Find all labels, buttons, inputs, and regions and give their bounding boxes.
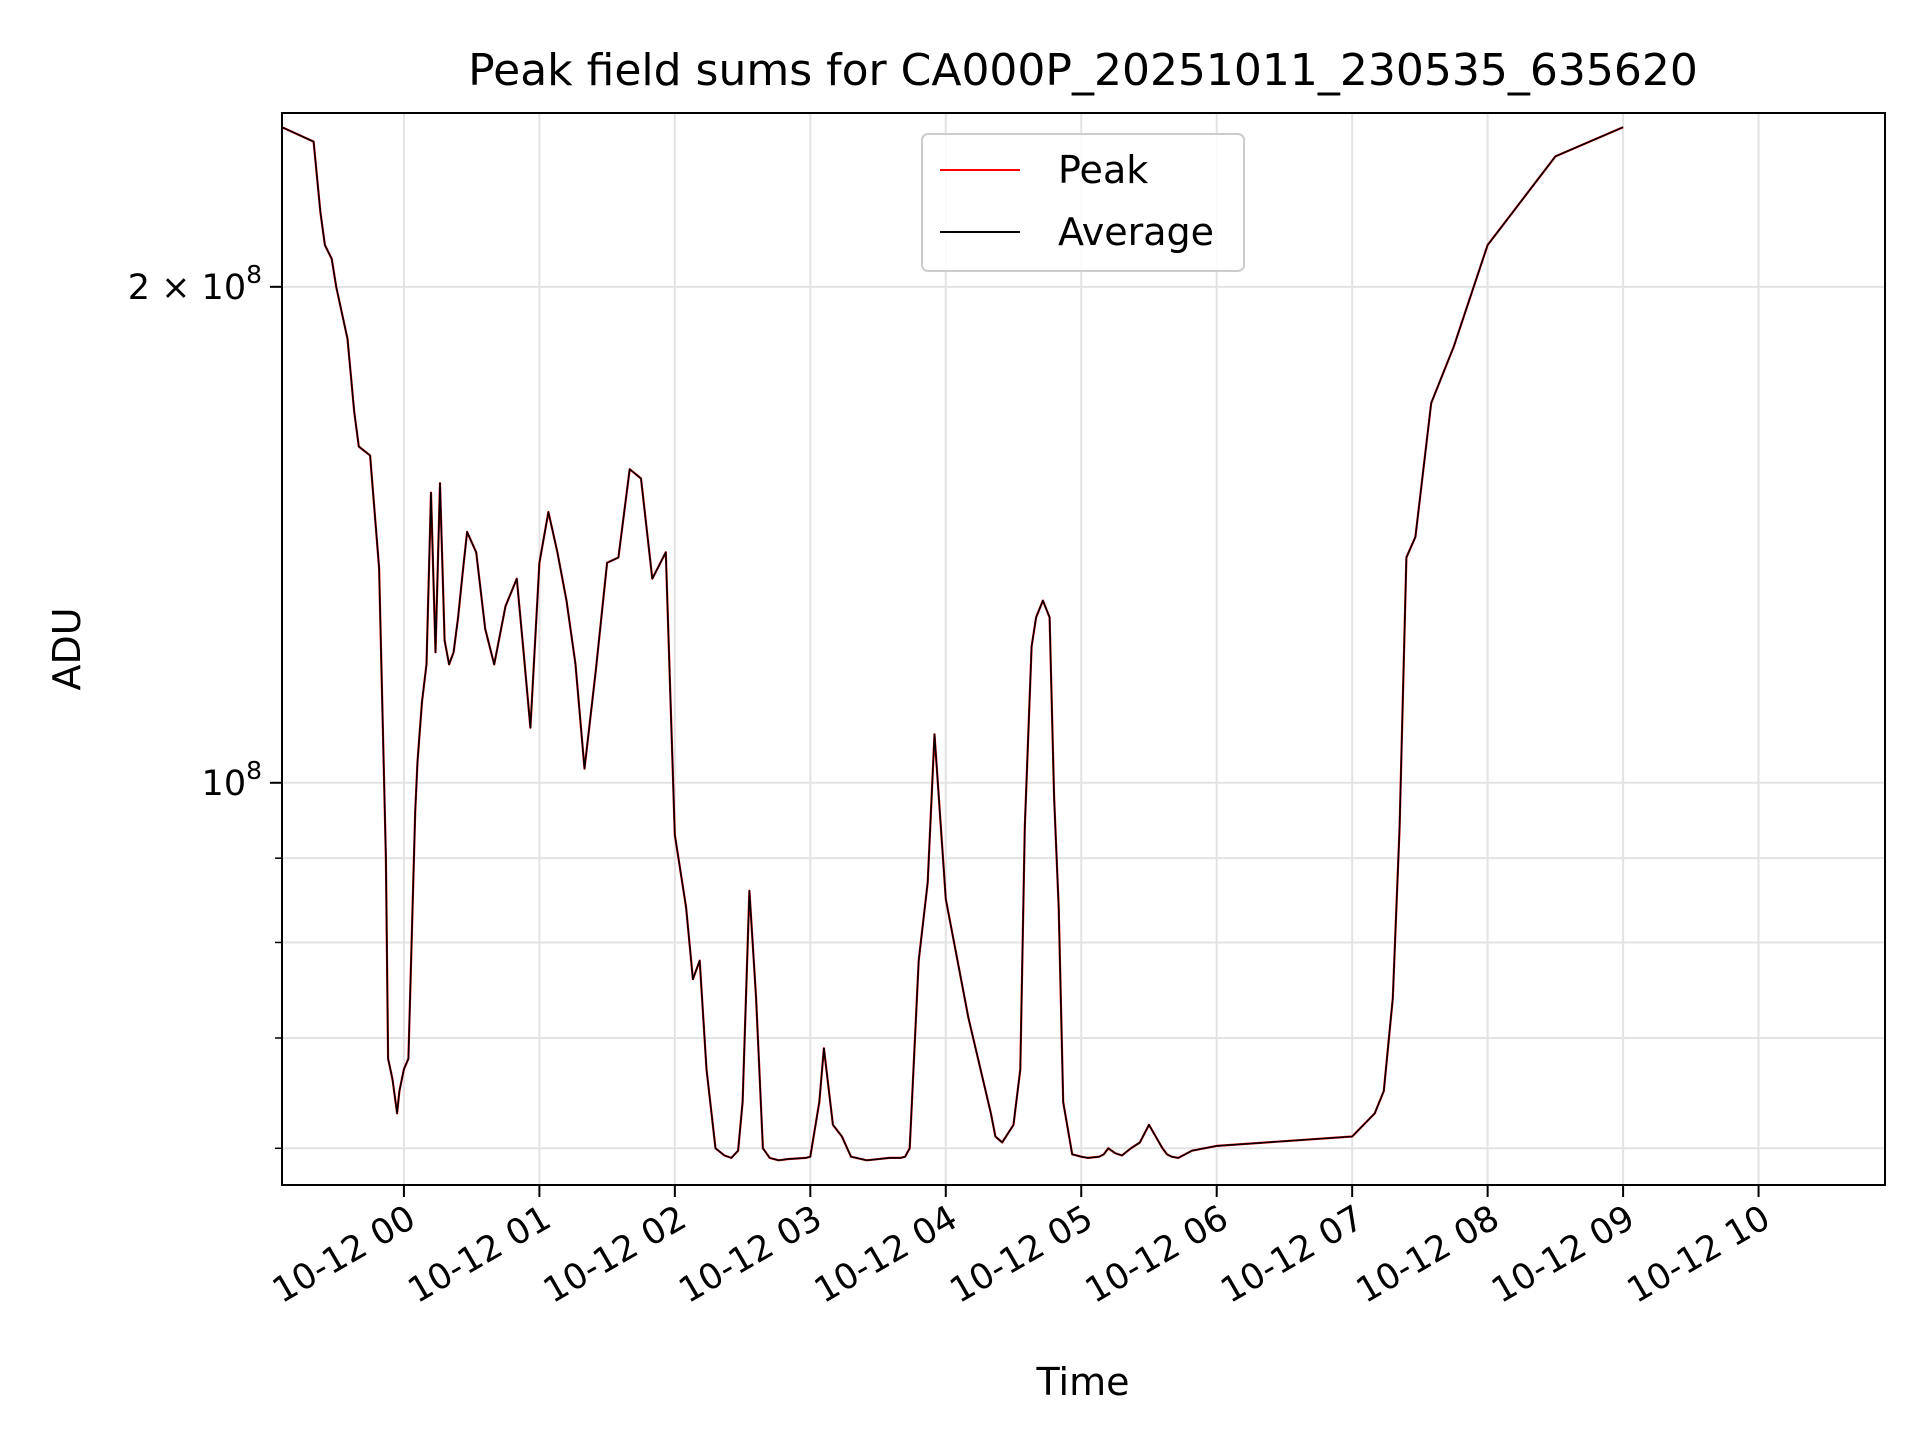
legend-box [921, 133, 1245, 272]
grid [282, 113, 1885, 1185]
y-axis-label: ADU [45, 607, 89, 690]
plot-frame [281, 112, 1886, 1186]
y-tick-label-base: 2 × 10 [128, 268, 246, 308]
y-tick-label-exponent: 8 [246, 260, 262, 289]
y-tick-label: 108 [202, 756, 262, 804]
y-tick-label: 2 × 108 [128, 260, 262, 308]
x-axis-label: Time [1036, 1360, 1130, 1404]
plot-lines [281, 126, 1624, 1162]
legend-label-average: Average [1058, 210, 1214, 254]
y-tick-label-base: 10 [202, 764, 247, 804]
series-line-average [281, 126, 1624, 1162]
chart-title: Peak field sums for CA000P_20251011_2305… [468, 45, 1698, 96]
legend: Peak Average [921, 133, 1245, 272]
y-tick-label-exponent: 8 [246, 756, 262, 785]
legend-label-peak: Peak [1058, 148, 1148, 192]
